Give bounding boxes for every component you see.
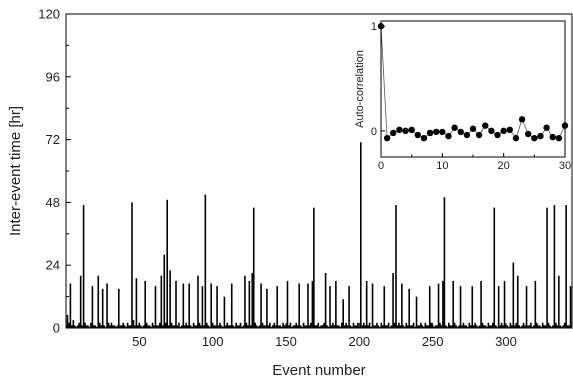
inset-point — [506, 126, 513, 133]
inset-point — [543, 124, 550, 131]
inset-point — [463, 131, 471, 139]
inset-point — [537, 132, 544, 140]
inset-point — [469, 125, 477, 132]
inset-point — [531, 134, 538, 142]
inset-x-tick-label: 20 — [498, 160, 510, 172]
inset-y-tick-label: 1 — [371, 21, 377, 33]
x-tick-label: 200 — [348, 334, 370, 349]
y-tick-label: 96 — [46, 69, 60, 84]
inset-point — [555, 134, 563, 142]
y-tick-label: 0 — [53, 321, 60, 336]
y-tick-label: 120 — [38, 7, 60, 22]
inset-x-tick-label: 0 — [378, 160, 384, 172]
inset-point — [457, 128, 464, 136]
inset-point — [549, 133, 556, 141]
inset-point — [512, 134, 520, 142]
inset-point — [402, 127, 409, 135]
inset-point — [488, 127, 495, 135]
y-axis-title: Inter-event time [hr] — [7, 106, 24, 236]
inset-point — [383, 134, 391, 142]
y-tick-label: 48 — [46, 195, 60, 210]
inset-point — [494, 131, 501, 139]
inset-point — [439, 128, 446, 136]
inset-point — [475, 131, 483, 139]
inset-point — [408, 126, 415, 133]
x-tick-label: 150 — [275, 334, 297, 349]
inset-point — [525, 130, 532, 138]
inset-background — [381, 21, 565, 157]
inset-x-tick-label: 10 — [436, 160, 448, 172]
x-tick-label: 300 — [495, 334, 517, 349]
inset-point — [420, 134, 428, 142]
inset-point — [451, 124, 458, 131]
y-tick-label: 24 — [46, 258, 60, 273]
x-tick-label: 50 — [132, 334, 146, 349]
inset-point — [433, 128, 440, 136]
inset-point — [390, 129, 397, 137]
x-tick-label: 100 — [202, 334, 224, 349]
y-tick-label: 72 — [46, 132, 60, 147]
inset-y-axis-title: Auto-correlation — [354, 50, 366, 128]
inset-point — [500, 127, 507, 135]
x-tick-label: 250 — [422, 334, 444, 349]
inset-point — [414, 131, 421, 139]
inset-y-tick-label: 0 — [371, 126, 377, 138]
inset-point — [482, 122, 489, 129]
x-axis-title: Event number — [272, 362, 365, 379]
inset-x-tick-label: 30 — [559, 160, 571, 172]
inset-point — [426, 129, 434, 137]
inset-plot: 0 10 20 30 0 1 Auto-correlation — [354, 20, 571, 172]
inset-point — [445, 132, 452, 140]
inset-point — [396, 126, 403, 133]
inset-point — [518, 116, 526, 123]
